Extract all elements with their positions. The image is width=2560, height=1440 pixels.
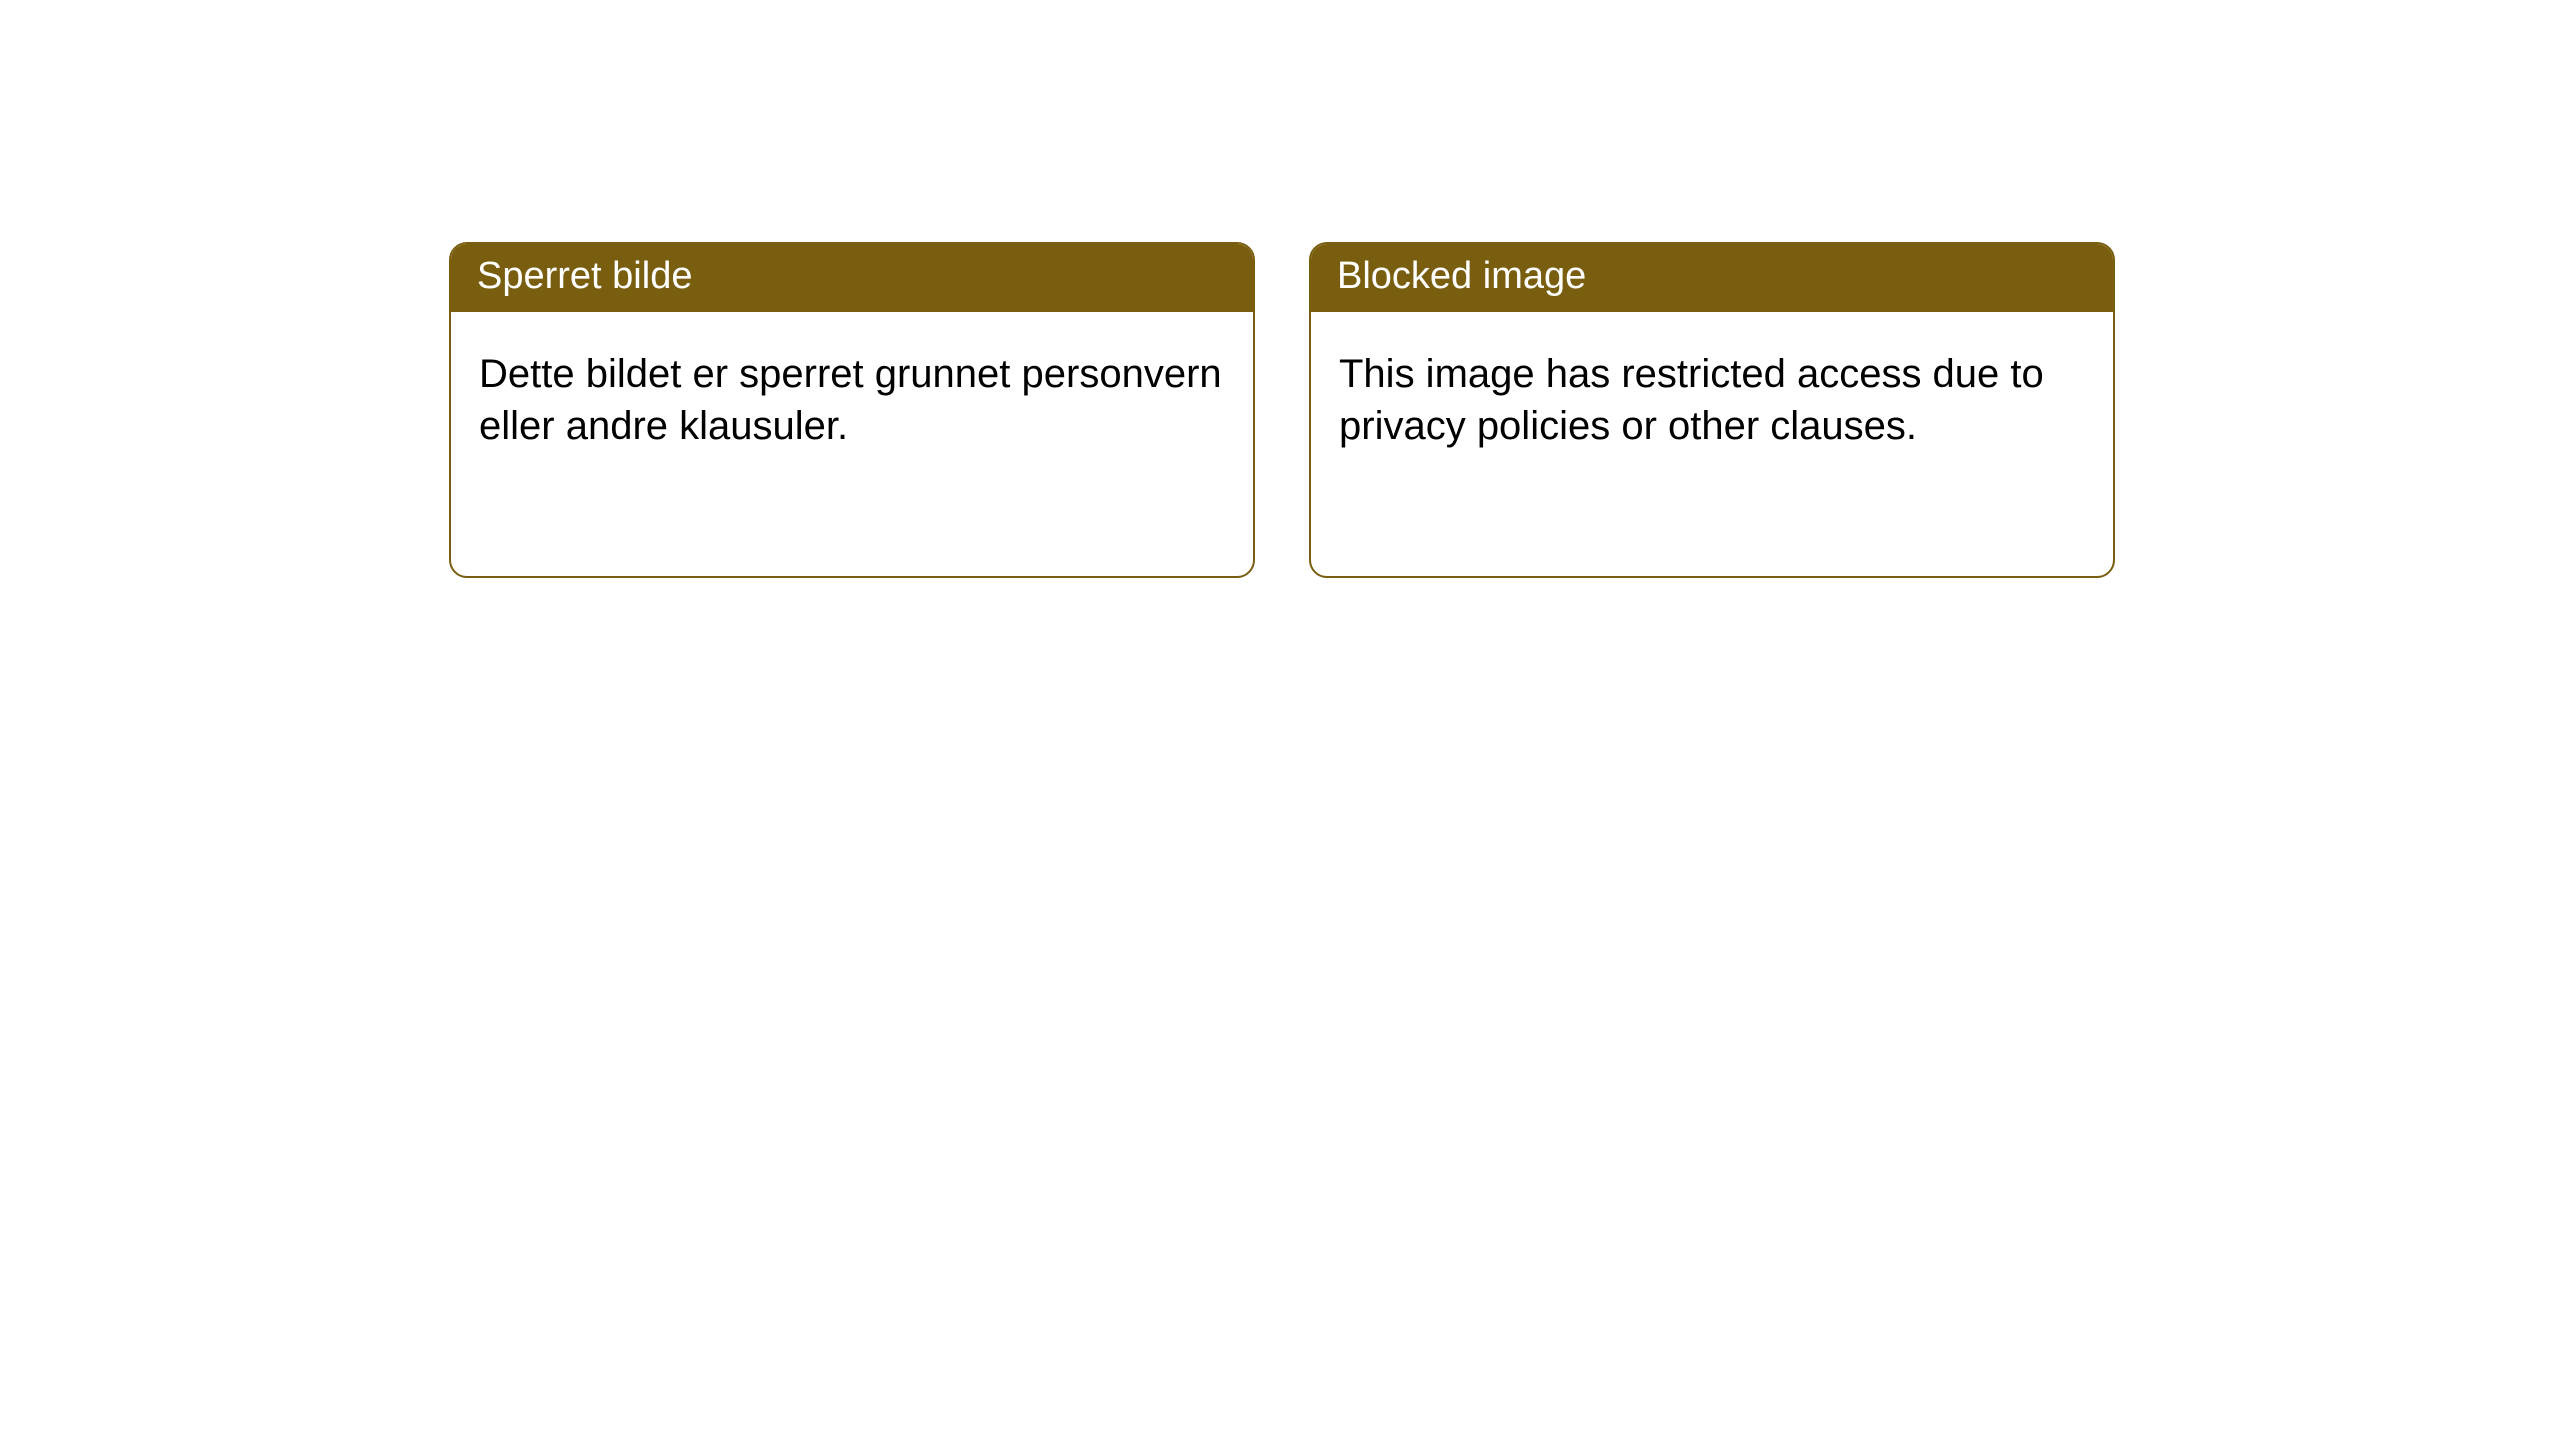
notice-body-english: This image has restricted access due to … bbox=[1311, 312, 2113, 490]
notice-title-english: Blocked image bbox=[1311, 244, 2113, 312]
notice-container: Sperret bilde Dette bildet er sperret gr… bbox=[449, 242, 2115, 578]
notice-card-english: Blocked image This image has restricted … bbox=[1309, 242, 2115, 578]
notice-body-norwegian: Dette bildet er sperret grunnet personve… bbox=[451, 312, 1253, 490]
notice-card-norwegian: Sperret bilde Dette bildet er sperret gr… bbox=[449, 242, 1255, 578]
notice-title-norwegian: Sperret bilde bbox=[451, 244, 1253, 312]
